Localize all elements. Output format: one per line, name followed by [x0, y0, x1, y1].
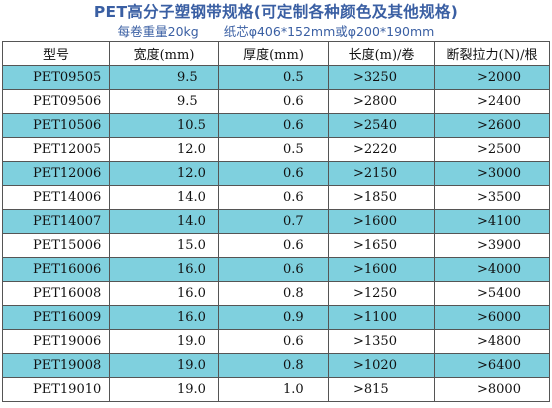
- cell-breaking-force: >2600: [434, 113, 550, 138]
- cell-model: PET19008: [2, 353, 110, 378]
- table-row: PET12006 12.0 0.6 >2150 >3000: [2, 161, 550, 186]
- cell-width: 16.0: [109, 281, 219, 306]
- table-row: PET12005 12.0 0.5 >2220 >2500: [2, 137, 550, 162]
- cell-model: PET16006: [2, 257, 110, 282]
- cell-thickness: 1.0: [218, 377, 329, 402]
- cell-model: PET09506: [2, 89, 110, 114]
- header-thickness: 厚度(mm): [218, 41, 329, 66]
- cell-breaking-force: >5400: [434, 281, 550, 306]
- table-row: PET09506 9.5 0.6 >2800 >2400: [2, 89, 550, 114]
- table-row: PET19008 19.0 0.8 >1020 >6400: [2, 353, 550, 378]
- cell-length: >1350: [328, 329, 435, 354]
- cell-length: >1600: [328, 257, 435, 282]
- cell-width: 10.5: [109, 113, 219, 138]
- cell-breaking-force: >2000: [434, 65, 550, 90]
- cell-breaking-force: >8000: [434, 377, 550, 402]
- cell-width: 19.0: [109, 329, 219, 354]
- cell-breaking-force: >3500: [434, 185, 550, 210]
- cell-length: >1650: [328, 233, 435, 258]
- cell-breaking-force: >6400: [434, 353, 550, 378]
- cell-breaking-force: >4000: [434, 257, 550, 282]
- cell-breaking-force: >3000: [434, 161, 550, 186]
- cell-thickness: 0.6: [218, 233, 329, 258]
- cell-model: PET12006: [2, 161, 110, 186]
- table-row: PET16006 16.0 0.6 >1600 >4000: [2, 257, 550, 282]
- header-width: 宽度(mm): [109, 41, 219, 66]
- cell-thickness: 0.8: [218, 353, 329, 378]
- cell-thickness: 0.8: [218, 281, 329, 306]
- cell-thickness: 0.5: [218, 137, 329, 162]
- cell-breaking-force: >2500: [434, 137, 550, 162]
- table-row: PET10506 10.5 0.6 >2540 >2600: [2, 113, 550, 138]
- header-breaking-force: 断裂拉力(N)/根: [434, 41, 550, 66]
- cell-length: >2800: [328, 89, 435, 114]
- cell-width: 14.0: [109, 185, 219, 210]
- cell-model: PET14006: [2, 185, 110, 210]
- cell-thickness: 0.7: [218, 209, 329, 234]
- cell-length: >1020: [328, 353, 435, 378]
- spec-table: 型号 宽度(mm) 厚度(mm) 长度(m)/卷 断裂拉力(N)/根 PET09…: [2, 41, 550, 402]
- cell-thickness: 0.6: [218, 257, 329, 282]
- table-row: PET15006 15.0 0.6 >1650 >3900: [2, 233, 550, 258]
- cell-model: PET15006: [2, 233, 110, 258]
- cell-model: PET16009: [2, 305, 110, 330]
- table-row: PET19010 19.0 1.0 >815 >8000: [2, 377, 550, 402]
- table-row: PET19006 19.0 0.6 >1350 >4800: [2, 329, 550, 354]
- cell-thickness: 0.6: [218, 113, 329, 138]
- cell-model: PET09505: [2, 65, 110, 90]
- cell-breaking-force: >6000: [434, 305, 550, 330]
- cell-breaking-force: >4800: [434, 329, 550, 354]
- cell-length: >3250: [328, 65, 435, 90]
- cell-width: 14.0: [109, 209, 219, 234]
- cell-length: >1250: [328, 281, 435, 306]
- cell-breaking-force: >2400: [434, 89, 550, 114]
- cell-width: 16.0: [109, 257, 219, 282]
- cell-model: PET16008: [2, 281, 110, 306]
- cell-length: >2540: [328, 113, 435, 138]
- cell-length: >1600: [328, 209, 435, 234]
- page-title: PET高分子塑钢带规格(可定制各种颜色及其他规格): [93, 3, 459, 21]
- table-row: PET16009 16.0 0.9 >1100 >6000: [2, 305, 550, 330]
- cell-breaking-force: >3900: [434, 233, 550, 258]
- cell-thickness: 0.6: [218, 185, 329, 210]
- cell-breaking-force: >4100: [434, 209, 550, 234]
- table-row: PET16008 16.0 0.8 >1250 >5400: [2, 281, 550, 306]
- cell-model: PET12005: [2, 137, 110, 162]
- spec-subtitle: 每卷重量20kg 纸芯φ406*152mm或φ200*190mm: [117, 24, 435, 39]
- cell-thickness: 0.9: [218, 305, 329, 330]
- cell-width: 9.5: [109, 89, 219, 114]
- cell-model: PET19006: [2, 329, 110, 354]
- table-header-row: 型号 宽度(mm) 厚度(mm) 长度(m)/卷 断裂拉力(N)/根: [2, 41, 550, 66]
- table-row: PET09505 9.5 0.5 >3250 >2000: [2, 65, 550, 90]
- table-row: PET14006 14.0 0.6 >1850 >3500: [2, 185, 550, 210]
- cell-width: 12.0: [109, 161, 219, 186]
- cell-length: >1100: [328, 305, 435, 330]
- table-row: PET14007 14.0 0.7 >1600 >4100: [2, 209, 550, 234]
- cell-width: 9.5: [109, 65, 219, 90]
- cell-thickness: 0.5: [218, 65, 329, 90]
- cell-length: >2220: [328, 137, 435, 162]
- cell-length: >1850: [328, 185, 435, 210]
- header-length: 长度(m)/卷: [328, 41, 435, 66]
- cell-length: >2150: [328, 161, 435, 186]
- cell-width: 12.0: [109, 137, 219, 162]
- cell-width: 19.0: [109, 353, 219, 378]
- cell-width: 16.0: [109, 305, 219, 330]
- cell-model: PET14007: [2, 209, 110, 234]
- table-body: PET09505 9.5 0.5 >3250 >2000 PET09506 9.5 0.6 >2…: [2, 65, 550, 402]
- cell-thickness: 0.6: [218, 329, 329, 354]
- header-model: 型号: [2, 41, 110, 66]
- cell-width: 15.0: [109, 233, 219, 258]
- cell-thickness: 0.6: [218, 161, 329, 186]
- cell-length: >815: [328, 377, 435, 402]
- cell-model: PET19010: [2, 377, 110, 402]
- cell-model: PET10506: [2, 113, 110, 138]
- cell-thickness: 0.6: [218, 89, 329, 114]
- cell-width: 19.0: [109, 377, 219, 402]
